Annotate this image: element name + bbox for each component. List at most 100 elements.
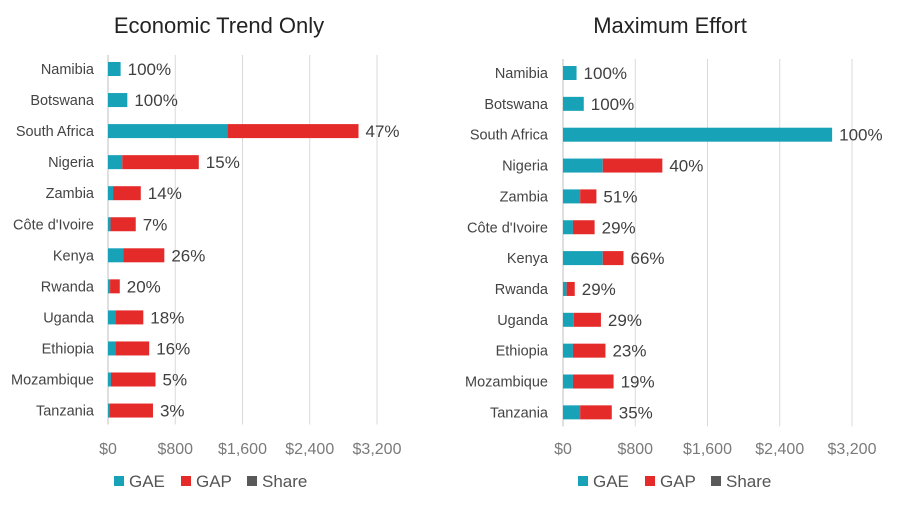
- bar-gap-rwanda: [110, 279, 120, 294]
- data-label: 66%: [631, 249, 665, 268]
- bar-gap-uganda: [573, 312, 601, 327]
- x-tick-label: $0: [99, 441, 117, 458]
- category-label: Nigeria: [48, 155, 95, 171]
- legend-swatch-share: [247, 476, 257, 486]
- bar-gap-zambia: [113, 186, 141, 201]
- legend-1: GAE GAP Share: [114, 472, 307, 491]
- bar-gae-tanzania: [563, 405, 581, 420]
- legend-swatch-gap: [181, 476, 191, 486]
- category-label: Botswana: [484, 97, 549, 113]
- bar-gap-tanzania: [580, 405, 612, 420]
- legend-swatch-gae: [578, 476, 588, 486]
- legend-swatch-gae: [114, 476, 124, 486]
- data-label: 18%: [150, 308, 184, 327]
- data-label: 100%: [591, 95, 634, 114]
- legend-swatch-gap: [645, 476, 655, 486]
- x-tick-label: $800: [157, 441, 193, 458]
- data-label: 15%: [206, 153, 240, 172]
- bar-gae-zambia: [108, 186, 114, 201]
- bar-gae-rwanda: [563, 281, 567, 296]
- bar-gae-mozambique: [563, 374, 573, 389]
- chart-title: Maximum Effort: [593, 13, 747, 38]
- bar-gap-rwanda: [566, 281, 575, 296]
- chart-title: Economic Trend Only: [114, 13, 324, 38]
- bar-gap-ethiopia: [572, 343, 606, 358]
- bar-gap-c-te-d-ivoire: [572, 220, 595, 235]
- x-tick-label: $0: [554, 441, 572, 458]
- legend-swatch-share: [711, 476, 721, 486]
- bar-gae-botswana: [563, 96, 584, 111]
- bar-gap-south-africa: [227, 124, 359, 139]
- bar-gae-namibia: [563, 66, 577, 80]
- category-label: Tanzania: [36, 404, 95, 420]
- data-label: 29%: [582, 280, 616, 299]
- bar-gae-south-africa: [108, 124, 228, 139]
- data-label: 7%: [143, 215, 168, 234]
- bar-gae-ethiopia: [108, 341, 116, 356]
- bar-gae-nigeria: [108, 155, 123, 170]
- data-label: 29%: [608, 311, 642, 330]
- category-label: Kenya: [507, 251, 549, 267]
- bar-gae-zambia: [563, 189, 581, 204]
- category-label: Nigeria: [502, 159, 549, 175]
- category-label: Ethiopia: [42, 341, 95, 357]
- data-label: 100%: [134, 91, 177, 110]
- x-tick-label: $2,400: [755, 441, 804, 458]
- category-label: Côte d'Ivoire: [13, 217, 94, 233]
- bar-gae-mozambique: [108, 372, 111, 387]
- bar-gap-nigeria: [122, 155, 199, 170]
- bar-gae-nigeria: [563, 158, 603, 173]
- bar-gae-c-te-d-ivoire: [563, 220, 573, 235]
- x-tick-label: $2,400: [285, 441, 334, 458]
- category-label: Uganda: [43, 310, 95, 326]
- bar-gae-kenya: [563, 251, 603, 266]
- bar-gap-ethiopia: [115, 341, 150, 356]
- chart-panel-2: Maximum Effort $0 $800 $1,600 $2,400 $3,200 Na…: [465, 13, 883, 458]
- bar-gae-c-te-d-ivoire: [108, 217, 111, 232]
- bar-gae-botswana: [108, 93, 128, 108]
- bar-gae-uganda: [563, 312, 574, 327]
- bar-gae-uganda: [108, 310, 116, 325]
- legend-label: GAP: [196, 472, 232, 491]
- data-label: 23%: [612, 342, 646, 361]
- data-label: 29%: [602, 218, 636, 237]
- data-label: 3%: [160, 402, 185, 421]
- legend-label: Share: [726, 472, 771, 491]
- category-label: South Africa: [16, 124, 95, 140]
- category-label: Ethiopia: [496, 344, 549, 360]
- category-label: Rwanda: [495, 282, 549, 298]
- legend-2: GAE GAP Share: [578, 472, 771, 491]
- category-label: Rwanda: [41, 279, 95, 295]
- category-label: South Africa: [470, 128, 549, 144]
- x-tick-label: $3,200: [353, 441, 402, 458]
- category-label: Côte d'Ivoire: [467, 220, 548, 236]
- bar-gae-kenya: [108, 248, 124, 263]
- chart-panel-1: Economic Trend Only $0 $800 $1,600 $2,400 $3,…: [11, 13, 402, 458]
- data-label: 19%: [621, 373, 655, 392]
- data-label: 100%: [584, 64, 627, 83]
- bar-gap-mozambique: [572, 374, 614, 389]
- data-label: 47%: [366, 122, 400, 141]
- data-label: 26%: [171, 246, 205, 265]
- bar-gap-uganda: [115, 310, 144, 325]
- bar-gap-kenya: [123, 248, 165, 263]
- bar-gae-tanzania: [108, 403, 110, 418]
- data-label: 20%: [127, 277, 161, 296]
- data-label: 5%: [162, 371, 187, 390]
- legend-label: Share: [262, 472, 307, 491]
- data-label: 16%: [156, 339, 190, 358]
- x-tick-label: $1,600: [218, 441, 267, 458]
- x-tick-label: $3,200: [828, 441, 877, 458]
- bar-gap-nigeria: [602, 158, 663, 173]
- bar-gap-kenya: [602, 251, 624, 266]
- bar-gae-namibia: [108, 62, 121, 76]
- data-label: 14%: [148, 184, 182, 203]
- category-label: Tanzania: [490, 405, 549, 421]
- bar-gap-mozambique: [110, 372, 156, 387]
- category-label: Uganda: [497, 313, 549, 329]
- bar-gae-south-africa: [563, 127, 833, 142]
- data-label: 40%: [669, 157, 703, 176]
- legend-label: GAE: [129, 472, 165, 491]
